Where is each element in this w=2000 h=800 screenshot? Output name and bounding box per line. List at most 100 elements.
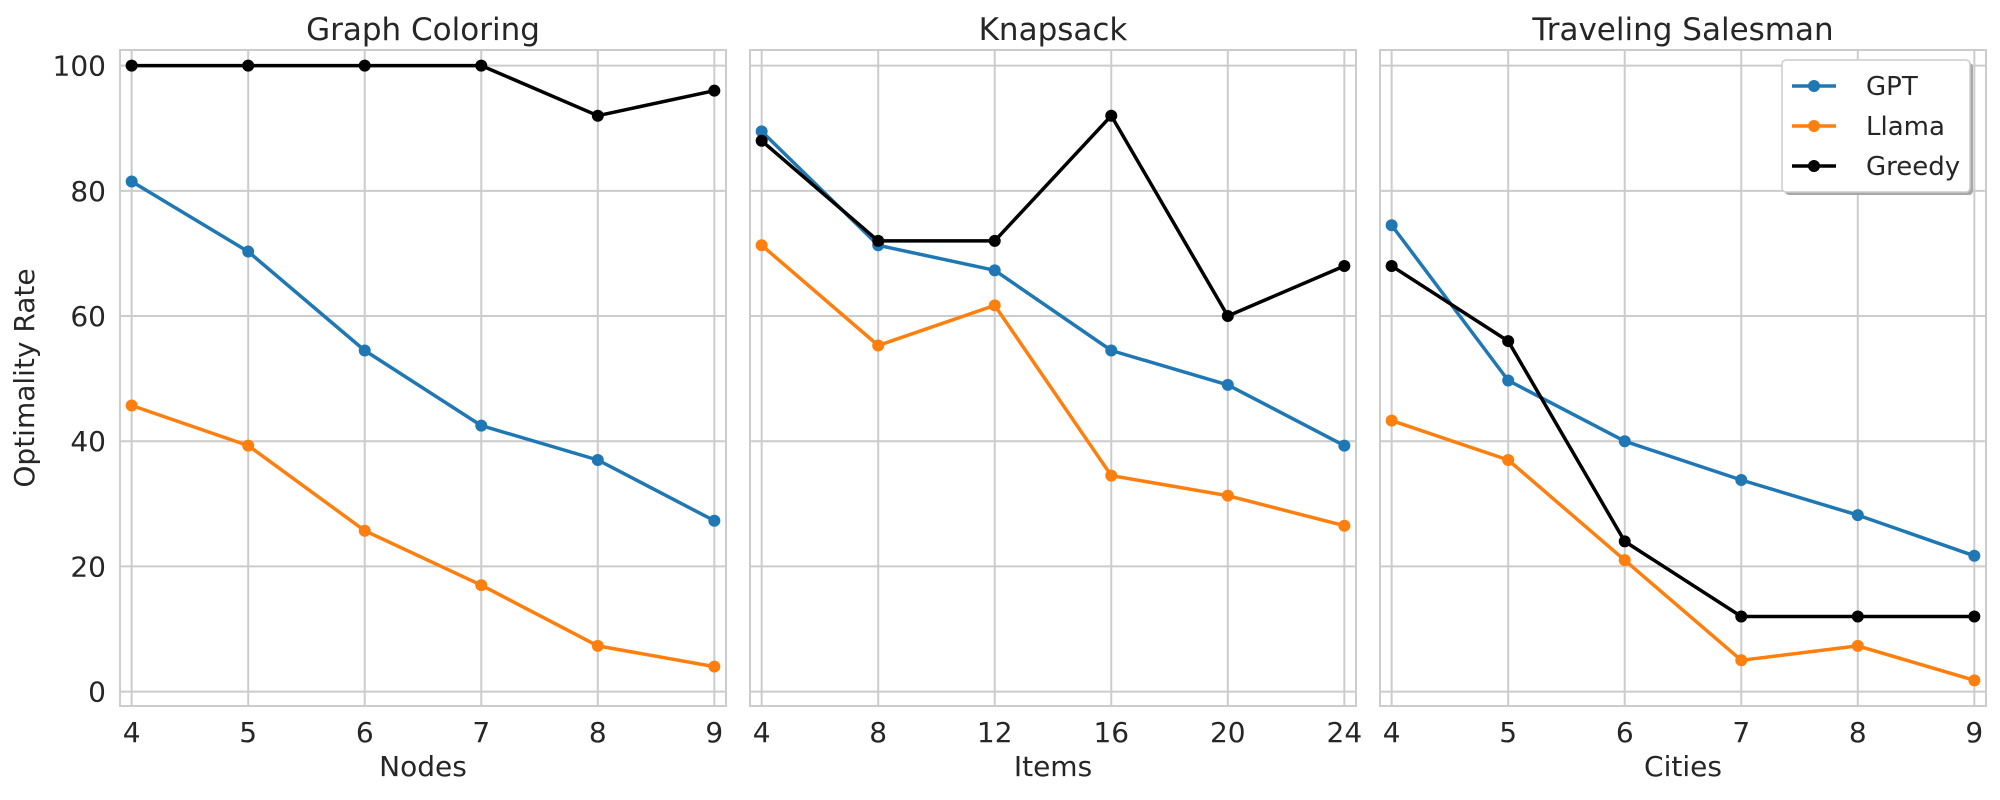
point-llama [242,439,255,452]
panel-title: Knapsack [979,12,1128,48]
point-llama [708,660,721,673]
x-axis-label: Nodes [379,750,467,783]
point-gpt [1735,474,1748,487]
panel-title: Traveling Salesman [1531,12,1833,48]
point-greedy [475,59,488,72]
point-greedy [1851,610,1864,623]
x-tick-label: 5 [1499,716,1517,749]
x-tick-label: 24 [1327,716,1363,749]
point-llama [1968,674,1981,687]
chart-panels: Graph Coloring 4 5 6 7 8 9 0 20 40 60 80 100 Nodes Kna… [53,12,1987,783]
plot-frame [119,49,727,707]
point-llama [1851,639,1864,652]
series-line-greedy [1389,264,1977,619]
x-tick-label: 9 [705,716,723,749]
x-tick-label: 4 [123,716,141,749]
point-greedy [872,234,885,247]
point-gpt [1221,378,1234,391]
legend-swatch-marker [1808,120,1820,132]
point-gpt [1502,374,1515,387]
legend: GPT Llama Greedy [1781,59,1973,195]
point-gpt [242,245,255,258]
point-gpt [1851,509,1864,522]
point-gpt [125,175,138,188]
x-tick-label: 7 [472,716,490,749]
point-llama [755,239,768,252]
y-tick-label: 80 [70,175,106,208]
point-llama [1385,414,1398,427]
point-greedy [988,234,1001,247]
point-llama [125,399,138,412]
plot-frame [749,49,1357,707]
point-llama [358,524,371,537]
plot-frame [1379,49,1987,707]
series-line-llama [1389,418,1977,683]
point-gpt [708,514,721,527]
point-gpt [591,454,604,466]
x-tick-label: 7 [1732,716,1750,749]
point-greedy [1338,259,1351,272]
point-greedy [755,134,768,147]
x-tick-label: 4 [753,716,771,749]
x-tick-label: 6 [1616,716,1634,749]
point-gpt [1968,549,1981,562]
point-llama [1618,554,1631,567]
legend-box [1781,59,1971,193]
y-axis-label: Optimality Rate [8,268,41,487]
series-line-greedy [129,63,717,118]
x-tick-label: 9 [1965,716,1983,749]
point-gpt [1385,219,1398,232]
point-gpt [358,344,371,357]
point-llama [1502,454,1515,466]
legend-label: Llama [1866,112,1945,142]
x-axis-label: Cities [1644,750,1722,783]
x-tick-label: 5 [239,716,257,749]
panel-graph-coloring: Graph Coloring 4 5 6 7 8 9 0 20 40 60 80 100 Nodes [53,12,727,783]
point-llama [1338,519,1351,532]
panel-traveling-salesman: Traveling Salesman 4 5 6 7 8 9 Cities [1379,12,1987,783]
legend-item-llama: Llama [1792,112,1945,142]
y-tick-label: 60 [70,300,106,333]
point-greedy [708,84,721,97]
point-gpt [988,264,1001,277]
legend-swatch-marker [1808,80,1820,92]
point-gpt [1618,435,1631,448]
x-tick-label: 8 [869,716,887,749]
point-greedy [1385,259,1398,272]
point-greedy [1618,535,1631,548]
point-greedy [591,109,604,122]
point-greedy [1502,335,1515,348]
point-llama [1735,654,1748,667]
point-llama [591,639,604,652]
point-greedy [1221,310,1234,323]
x-tick-label: 8 [589,716,607,749]
x-tick-label: 6 [356,716,374,749]
y-tick-label: 40 [70,425,106,458]
panel-title: Graph Coloring [306,12,540,48]
point-llama [475,579,488,592]
point-llama [872,339,885,352]
panel-knapsack: Knapsack 4 8 12 16 20 24 Items [749,12,1363,783]
x-tick-label: 16 [1093,716,1129,749]
point-greedy [358,59,371,72]
legend-label: Greedy [1866,152,1960,182]
x-tick-label: 4 [1383,716,1401,749]
point-greedy [1968,610,1981,623]
point-greedy [242,59,255,72]
legend-swatch-marker [1808,160,1820,172]
x-axis-label: Items [1014,750,1092,783]
x-tick-label: 12 [977,716,1013,749]
series-line-greedy [759,113,1347,318]
point-gpt [1338,439,1351,452]
x-tick-label: 20 [1210,716,1246,749]
legend-item-greedy: Greedy [1792,152,1960,182]
point-llama [1221,489,1234,502]
point-llama [1105,469,1118,482]
point-greedy [125,59,138,72]
legend-label: GPT [1866,72,1918,102]
series-line-gpt [129,179,717,523]
point-llama [988,299,1001,312]
y-tick-label: 100 [53,50,106,83]
point-gpt [755,125,768,138]
